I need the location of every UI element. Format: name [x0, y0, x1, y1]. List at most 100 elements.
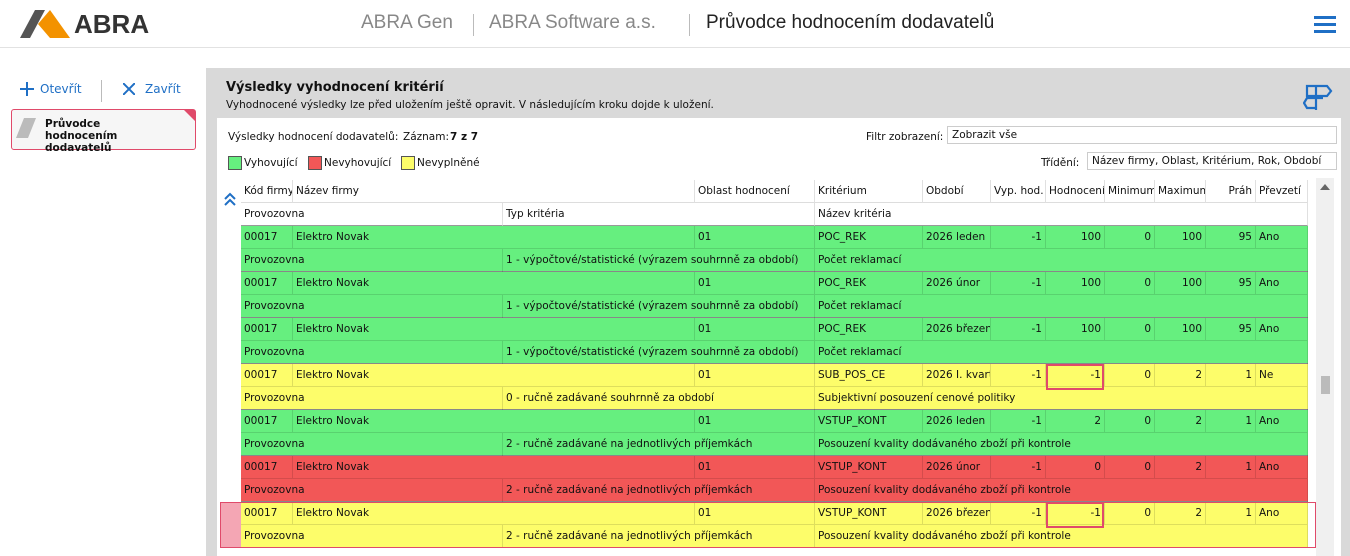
cell[interactable]: -1: [1046, 364, 1105, 387]
cell[interactable]: Elektro Novak: [293, 502, 695, 525]
cell[interactable]: 2: [1155, 364, 1206, 387]
cell[interactable]: 2026 leden: [923, 226, 991, 249]
cell[interactable]: 2026 březen: [923, 502, 991, 525]
cell[interactable]: 1 - výpočtové/statistické (výrazem souhr…: [503, 295, 815, 318]
sort-combo[interactable]: Název firmy, Oblast, Kritérium, Rok, Obd…: [1087, 152, 1337, 170]
cell[interactable]: 0 - ručně zadávané souhrnně za období: [503, 387, 815, 410]
cell[interactable]: Elektro Novak: [293, 318, 695, 341]
cell[interactable]: 0: [1105, 318, 1155, 341]
cell[interactable]: 95: [1206, 318, 1256, 341]
scroll-thumb[interactable]: [1321, 376, 1330, 394]
cell[interactable]: Ano: [1256, 272, 1308, 295]
cell[interactable]: Provozovna: [241, 341, 503, 364]
cell[interactable]: Elektro Novak: [293, 364, 695, 387]
cell[interactable]: VSTUP_KONT: [815, 502, 923, 525]
cell[interactable]: 0: [1105, 456, 1155, 479]
cell[interactable]: Ano: [1256, 502, 1308, 525]
cell[interactable]: Počet reklamací: [815, 341, 1308, 364]
cell[interactable]: 0: [1105, 364, 1155, 387]
cell[interactable]: Ne: [1256, 364, 1308, 387]
cell[interactable]: -1: [991, 318, 1046, 341]
cell[interactable]: VSTUP_KONT: [815, 456, 923, 479]
column-header[interactable]: Kód firmy: [241, 180, 293, 203]
cell[interactable]: 0: [1046, 456, 1105, 479]
cell[interactable]: -1: [991, 456, 1046, 479]
cell[interactable]: 2026 leden: [923, 410, 991, 433]
cell[interactable]: Ano: [1256, 410, 1308, 433]
column-header[interactable]: Převzetí: [1256, 180, 1308, 203]
cell[interactable]: 1: [1206, 410, 1256, 433]
cell[interactable]: 2026 únor: [923, 456, 991, 479]
cell[interactable]: 1: [1206, 456, 1256, 479]
cell[interactable]: 00017: [241, 410, 293, 433]
cell[interactable]: 100: [1155, 318, 1206, 341]
cell[interactable]: Posouzení kvality dodávaného zboží při k…: [815, 479, 1308, 502]
cell[interactable]: Provozovna: [241, 295, 503, 318]
cell[interactable]: Provozovna: [241, 387, 503, 410]
cell[interactable]: 2: [1155, 456, 1206, 479]
cell[interactable]: 01: [695, 318, 815, 341]
cell[interactable]: Počet reklamací: [815, 249, 1308, 272]
cell[interactable]: POC_REK: [815, 272, 923, 295]
cell[interactable]: 100: [1046, 272, 1105, 295]
column-header[interactable]: Práh: [1206, 180, 1256, 203]
cell[interactable]: SUB_POS_CE: [815, 364, 923, 387]
cell[interactable]: 00017: [241, 226, 293, 249]
cell[interactable]: Ano: [1256, 456, 1308, 479]
cell[interactable]: Posouzení kvality dodávaného zboží při k…: [815, 525, 1308, 548]
cell[interactable]: 2: [1155, 502, 1206, 525]
close-button[interactable]: Zavřít: [145, 82, 181, 96]
column-header[interactable]: Provozovna: [241, 203, 503, 226]
cell[interactable]: 95: [1206, 226, 1256, 249]
open-button[interactable]: Otevřít: [40, 82, 82, 96]
cell[interactable]: 0: [1105, 410, 1155, 433]
cell[interactable]: VSTUP_KONT: [815, 410, 923, 433]
cell[interactable]: 00017: [241, 272, 293, 295]
cell[interactable]: 100: [1046, 226, 1105, 249]
column-header[interactable]: Vyp. hod.: [991, 180, 1046, 203]
cell[interactable]: 1: [1206, 502, 1256, 525]
cell[interactable]: 95: [1206, 272, 1256, 295]
cell[interactable]: 01: [695, 364, 815, 387]
cell[interactable]: Provozovna: [241, 525, 503, 548]
cell[interactable]: 2026 I. kvart: [923, 364, 991, 387]
column-header[interactable]: Oblast hodnocení: [695, 180, 815, 203]
cell[interactable]: 100: [1046, 318, 1105, 341]
filter-combo[interactable]: Zobrazit vše: [947, 126, 1337, 144]
cell[interactable]: 00017: [241, 318, 293, 341]
cell[interactable]: 0: [1105, 272, 1155, 295]
cell[interactable]: -1: [991, 502, 1046, 525]
cell[interactable]: Provozovna: [241, 433, 503, 456]
column-header[interactable]: Hodnocení: [1046, 180, 1105, 203]
cell[interactable]: 2: [1046, 410, 1105, 433]
cell[interactable]: 100: [1155, 226, 1206, 249]
cell[interactable]: Počet reklamací: [815, 295, 1308, 318]
cell[interactable]: 01: [695, 272, 815, 295]
cell[interactable]: 1: [1206, 364, 1256, 387]
cell[interactable]: Provozovna: [241, 249, 503, 272]
cell[interactable]: 01: [695, 410, 815, 433]
app-name[interactable]: ABRA Gen: [361, 12, 453, 33]
column-header[interactable]: Minimum: [1105, 180, 1155, 203]
cell[interactable]: Ano: [1256, 226, 1308, 249]
cell[interactable]: 2: [1155, 410, 1206, 433]
cell[interactable]: 2026 únor: [923, 272, 991, 295]
cell[interactable]: -1: [1046, 502, 1105, 525]
cell[interactable]: 2 - ručně zadávané na jednotlivých příje…: [503, 525, 815, 548]
cell[interactable]: Elektro Novak: [293, 456, 695, 479]
cell[interactable]: 00017: [241, 502, 293, 525]
cell[interactable]: Elektro Novak: [293, 272, 695, 295]
cell[interactable]: 01: [695, 226, 815, 249]
scroll-up[interactable]: [1320, 183, 1330, 191]
tab[interactable]: [11, 109, 196, 150]
wizard-icon[interactable]: [1303, 80, 1333, 112]
tab-label[interactable]: Průvodce hodnocením dodavatelů: [45, 118, 118, 154]
cell[interactable]: Elektro Novak: [293, 226, 695, 249]
cell[interactable]: 100: [1155, 272, 1206, 295]
cell[interactable]: Elektro Novak: [293, 410, 695, 433]
cell[interactable]: 0: [1105, 226, 1155, 249]
column-header[interactable]: Typ kritéria: [503, 203, 815, 226]
cell[interactable]: 1 - výpočtové/statistické (výrazem souhr…: [503, 249, 815, 272]
cell[interactable]: 1 - výpočtové/statistické (výrazem souhr…: [503, 341, 815, 364]
cell[interactable]: 01: [695, 502, 815, 525]
